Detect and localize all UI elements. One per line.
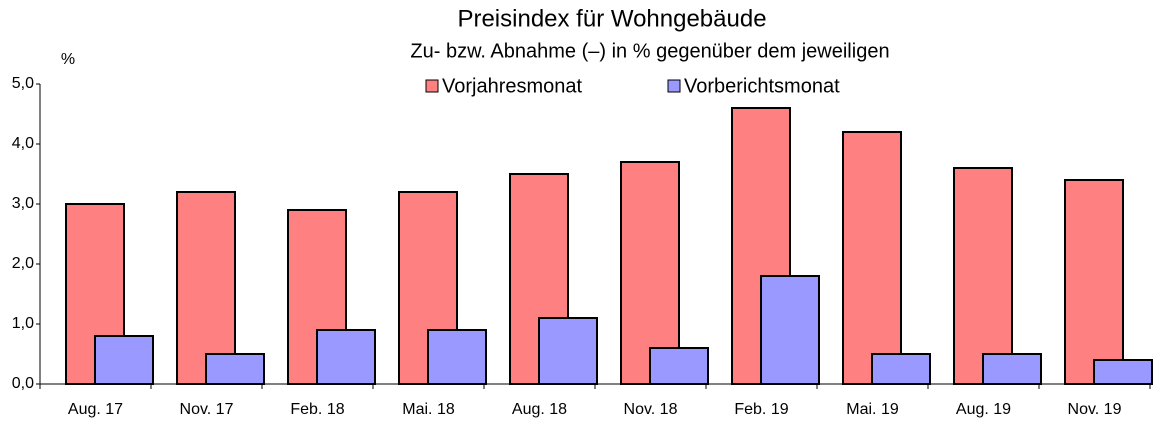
bar [760, 275, 820, 385]
bar [649, 347, 709, 385]
bar [538, 317, 598, 385]
x-tick-label: Mai. 19 [846, 401, 899, 418]
x-tick-label: Feb. 18 [290, 401, 344, 418]
bar [1093, 359, 1153, 385]
legend-label: Vorjahresmonat [442, 75, 583, 97]
bar [205, 353, 265, 385]
bar [427, 329, 487, 385]
x-tick-label: Aug. 17 [68, 401, 123, 418]
y-tick-label: 4,0 [12, 135, 34, 152]
bar [982, 353, 1042, 385]
x-tick-label: Aug. 19 [956, 401, 1011, 418]
bar [1064, 179, 1124, 385]
y-tick-label: 1,0 [12, 315, 34, 332]
x-tick-label: Nov. 17 [180, 401, 234, 418]
chart-title: Preisindex für Wohngebäude [457, 5, 766, 32]
y-tick-label: 3,0 [12, 195, 34, 212]
x-tick-label: Mai. 18 [402, 401, 455, 418]
x-tick-label: Feb. 19 [734, 401, 788, 418]
legend-label: Vorberichtsmonat [684, 75, 840, 97]
bar [94, 335, 154, 385]
bar [316, 329, 376, 385]
x-tick-label: Aug. 18 [512, 401, 567, 418]
x-tick-label: Nov. 18 [624, 401, 678, 418]
y-tick-label: 2,0 [12, 255, 34, 272]
y-tick-label: 0,0 [12, 375, 34, 392]
y-axis-label: % [61, 51, 75, 68]
legend-swatch [425, 79, 439, 93]
bar [953, 167, 1013, 385]
chart-subtitle: Zu- bzw. Abnahme (–) in % gegenüber dem … [410, 40, 889, 62]
x-tick-label: Nov. 19 [1068, 401, 1122, 418]
bar [842, 131, 902, 385]
bar [871, 353, 931, 385]
y-tick-label: 5,0 [12, 75, 34, 92]
legend-swatch [667, 79, 681, 93]
